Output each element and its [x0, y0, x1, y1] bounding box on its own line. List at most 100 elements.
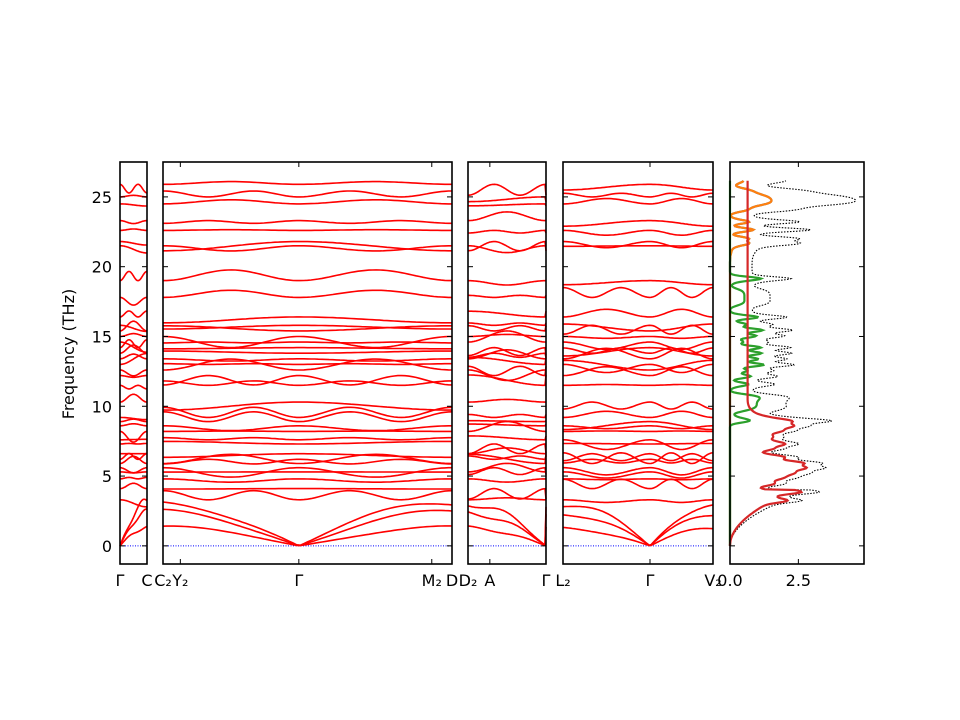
optical-band — [120, 416, 147, 421]
optical-band — [468, 333, 546, 338]
optical-band — [162, 410, 453, 423]
panel-frame — [162, 161, 453, 565]
optical-band — [562, 452, 714, 462]
optical-band — [563, 219, 713, 227]
optical-band — [563, 245, 713, 248]
optical-band — [120, 270, 148, 282]
optical-band — [468, 369, 546, 382]
optical-band — [162, 406, 453, 419]
x-tick-label: M₂ — [422, 571, 442, 590]
optical-band — [468, 462, 546, 473]
optical-band — [162, 489, 453, 501]
optical-band — [468, 346, 547, 357]
x-tick-label: A — [484, 571, 495, 590]
optical-band — [163, 228, 452, 232]
optical-band — [163, 425, 452, 432]
optical-band — [563, 359, 713, 371]
x-tick-label: Γ — [116, 571, 125, 590]
optical-band — [163, 346, 452, 350]
x-tick-label: Y₂ — [171, 571, 188, 590]
panel-frame — [467, 161, 547, 565]
optical-band — [120, 499, 147, 508]
x-tick-label: C₂ — [154, 571, 172, 590]
optical-band — [119, 476, 147, 480]
optical-band — [563, 471, 713, 479]
optical-band — [562, 401, 714, 410]
panel-frame — [562, 161, 714, 565]
optical-band — [468, 324, 547, 332]
x-tick-label: Γ — [646, 571, 655, 590]
y-tick-label: 15 — [92, 327, 112, 346]
optical-band — [468, 322, 547, 327]
optical-band — [563, 229, 713, 236]
optical-band — [120, 438, 147, 441]
x-tick-label: C — [141, 571, 152, 590]
optical-band — [563, 279, 713, 286]
optical-band — [468, 229, 547, 234]
x-tick-label: Γ — [294, 571, 303, 590]
optical-band — [120, 423, 147, 427]
optical-band — [120, 482, 147, 490]
acoustic-band — [162, 501, 453, 547]
x-tick-label: D — [446, 571, 458, 590]
optical-band — [120, 245, 147, 254]
optical-band — [563, 341, 713, 351]
optical-band — [563, 383, 713, 387]
optical-band — [467, 279, 547, 286]
optical-band — [468, 466, 547, 476]
optical-band — [163, 436, 452, 441]
optical-band — [468, 419, 547, 423]
optical-band — [162, 374, 453, 386]
optical-band — [562, 478, 714, 490]
optical-band — [562, 442, 714, 445]
optical-band — [162, 380, 452, 387]
optical-band — [468, 294, 547, 299]
x-tick-label: V₂ — [704, 571, 721, 590]
optical-band — [163, 341, 452, 344]
optical-band — [468, 356, 547, 366]
optical-band — [468, 365, 547, 377]
optical-band — [563, 363, 714, 374]
optical-band — [563, 308, 713, 318]
optical-band — [163, 269, 452, 282]
partial-dos-line-species-4 — [728, 180, 809, 546]
optical-band — [467, 453, 547, 465]
optical-band — [120, 352, 147, 366]
optical-band — [162, 289, 452, 299]
optical-band — [120, 452, 147, 461]
optical-band — [162, 335, 452, 349]
optical-band — [562, 451, 714, 465]
optical-band — [468, 203, 547, 207]
optical-band — [120, 203, 147, 207]
optical-band — [468, 487, 547, 500]
optical-band — [163, 350, 452, 354]
optical-band — [163, 452, 452, 459]
panel-frame — [119, 161, 148, 565]
dos-x-tick-label: 0.0 — [717, 571, 742, 590]
acoustic-band — [162, 508, 453, 547]
optical-band — [163, 240, 452, 252]
y-tick-label: 5 — [102, 467, 112, 486]
optical-band — [120, 353, 147, 360]
optical-band — [120, 369, 147, 377]
optical-band — [563, 192, 713, 198]
optical-band — [162, 466, 452, 478]
optical-band — [468, 398, 546, 403]
dos-x-tick-label: 2.5 — [786, 571, 811, 590]
y-tick-label: 10 — [92, 397, 112, 416]
total-dos-line — [729, 180, 857, 546]
optical-band — [120, 320, 147, 332]
optical-band — [120, 374, 147, 379]
optical-band — [468, 435, 547, 441]
y-tick-label: 0 — [102, 537, 112, 556]
optical-band — [563, 410, 713, 419]
acoustic-band — [562, 514, 713, 547]
y-axis-label: Frequency (THz) — [59, 289, 78, 419]
optical-band — [563, 478, 713, 481]
optical-band — [163, 440, 452, 445]
dos-panel-frame — [729, 161, 865, 565]
optical-band — [120, 240, 147, 246]
optical-band — [119, 183, 147, 194]
optical-band — [162, 199, 452, 205]
